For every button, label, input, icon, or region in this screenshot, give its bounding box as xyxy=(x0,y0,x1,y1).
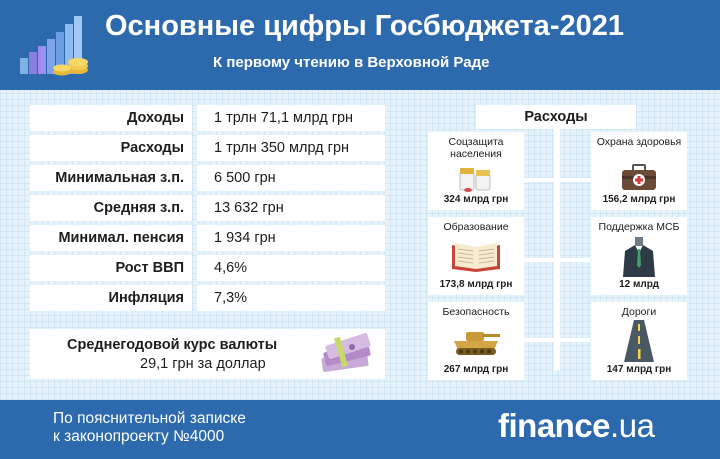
header-banner: Основные цифры Госбюджета-2021 К первому… xyxy=(0,0,720,90)
expense-value: 267 млрд грн xyxy=(443,364,509,375)
tank-icon xyxy=(454,332,500,355)
expense-title: Образование xyxy=(443,221,509,233)
connector-line xyxy=(524,258,590,262)
footer-banner: По пояснительной записке к законопроекту… xyxy=(0,400,720,459)
expense-card-sme: Поддержка МСБ 12 млрд xyxy=(591,217,687,295)
summary-label: Расходы xyxy=(30,135,192,161)
page-title: Основные цифры Госбюджета-2021 xyxy=(105,10,624,42)
expense-title: Поддержка МСБ xyxy=(598,221,680,233)
summary-row-gdp-growth: Рост ВВП 4,6% xyxy=(30,255,385,281)
money-stack-icon xyxy=(321,333,371,372)
summary-row-income: Доходы 1 трлн 71,1 млрд грн xyxy=(30,105,385,131)
rising-chart-coins-icon xyxy=(20,16,88,76)
currency-title: Среднегодовой курс валюты xyxy=(67,337,278,353)
summary-row-avg-salary: Средняя з.п. 13 632 грн xyxy=(30,195,385,221)
summary-value: 1 трлн 71,1 млрд грн xyxy=(197,105,385,131)
expenses-heading: Расходы xyxy=(476,105,636,129)
expense-value: 156,2 млрд грн xyxy=(602,194,676,205)
summary-label: Средняя з.п. xyxy=(30,195,192,221)
expense-value: 147 млрд грн xyxy=(606,364,672,375)
summary-row-expenses: Расходы 1 трлн 350 млрд грн xyxy=(30,135,385,161)
summary-value: 6 500 грн xyxy=(197,165,385,191)
connector-line xyxy=(524,338,590,342)
pills-icon xyxy=(459,168,491,192)
expense-value: 324 млрд грн xyxy=(443,194,509,205)
businessman-icon xyxy=(623,237,655,277)
summary-row-min-pension: Минимал. пенсия 1 934 грн xyxy=(30,225,385,251)
brand-suffix: .ua xyxy=(610,407,655,444)
summary-label: Минимал. пенсия xyxy=(30,225,192,251)
expense-card-education: Образование 173,8 млрд грн xyxy=(428,217,524,295)
expense-title: Соцзащита населения xyxy=(448,136,504,160)
summary-label: Доходы xyxy=(30,105,192,131)
summary-label: Инфляция xyxy=(30,285,192,311)
expense-card-health: Охрана здоровья 156,2 млрд грн xyxy=(591,132,687,210)
expense-title: Безопасность xyxy=(442,306,510,318)
expense-card-security: Безопасность 267 млрд грн xyxy=(428,302,524,380)
connector-line xyxy=(524,178,590,182)
source-note-line: По пояснительной записке xyxy=(53,410,246,427)
summary-label: Рост ВВП xyxy=(30,255,192,281)
summary-value: 4,6% xyxy=(197,255,385,281)
summary-value: 1 934 грн xyxy=(197,225,385,251)
summary-value: 1 трлн 350 млрд грн xyxy=(197,135,385,161)
road-icon xyxy=(624,320,654,362)
source-note-line: к законопроекту №4000 xyxy=(53,428,225,445)
expense-card-roads: Дороги 147 млрд грн xyxy=(591,302,687,380)
currency-value: 29,1 грн за доллар xyxy=(140,356,266,372)
currency-panel: Среднегодовой курс валюты 29,1 грн за до… xyxy=(30,329,385,379)
expense-card-social: Соцзащита населения 324 млрд грн xyxy=(428,132,524,210)
source-note: По пояснительной записке к законопроекту… xyxy=(53,410,246,446)
summary-row-min-salary: Минимальная з.п. 6 500 грн xyxy=(30,165,385,191)
summary-value: 7,3% xyxy=(197,285,385,311)
summary-row-inflation: Инфляция 7,3% xyxy=(30,285,385,311)
open-book-icon xyxy=(452,243,500,272)
page-subtitle: К первому чтению в Верховной Раде xyxy=(213,54,490,71)
summary-value: 13 632 грн xyxy=(197,195,385,221)
brand-name: finance xyxy=(498,407,611,444)
expense-title: Охрана здоровья xyxy=(596,136,682,148)
expense-title: Дороги xyxy=(621,306,657,318)
expense-value: 173,8 млрд грн xyxy=(439,279,513,290)
expense-value: 12 млрд xyxy=(619,279,659,290)
brand-logo: finance.ua xyxy=(498,407,655,445)
first-aid-kit-icon xyxy=(622,164,656,190)
summary-label: Минимальная з.п. xyxy=(30,165,192,191)
connector-line xyxy=(554,129,560,370)
